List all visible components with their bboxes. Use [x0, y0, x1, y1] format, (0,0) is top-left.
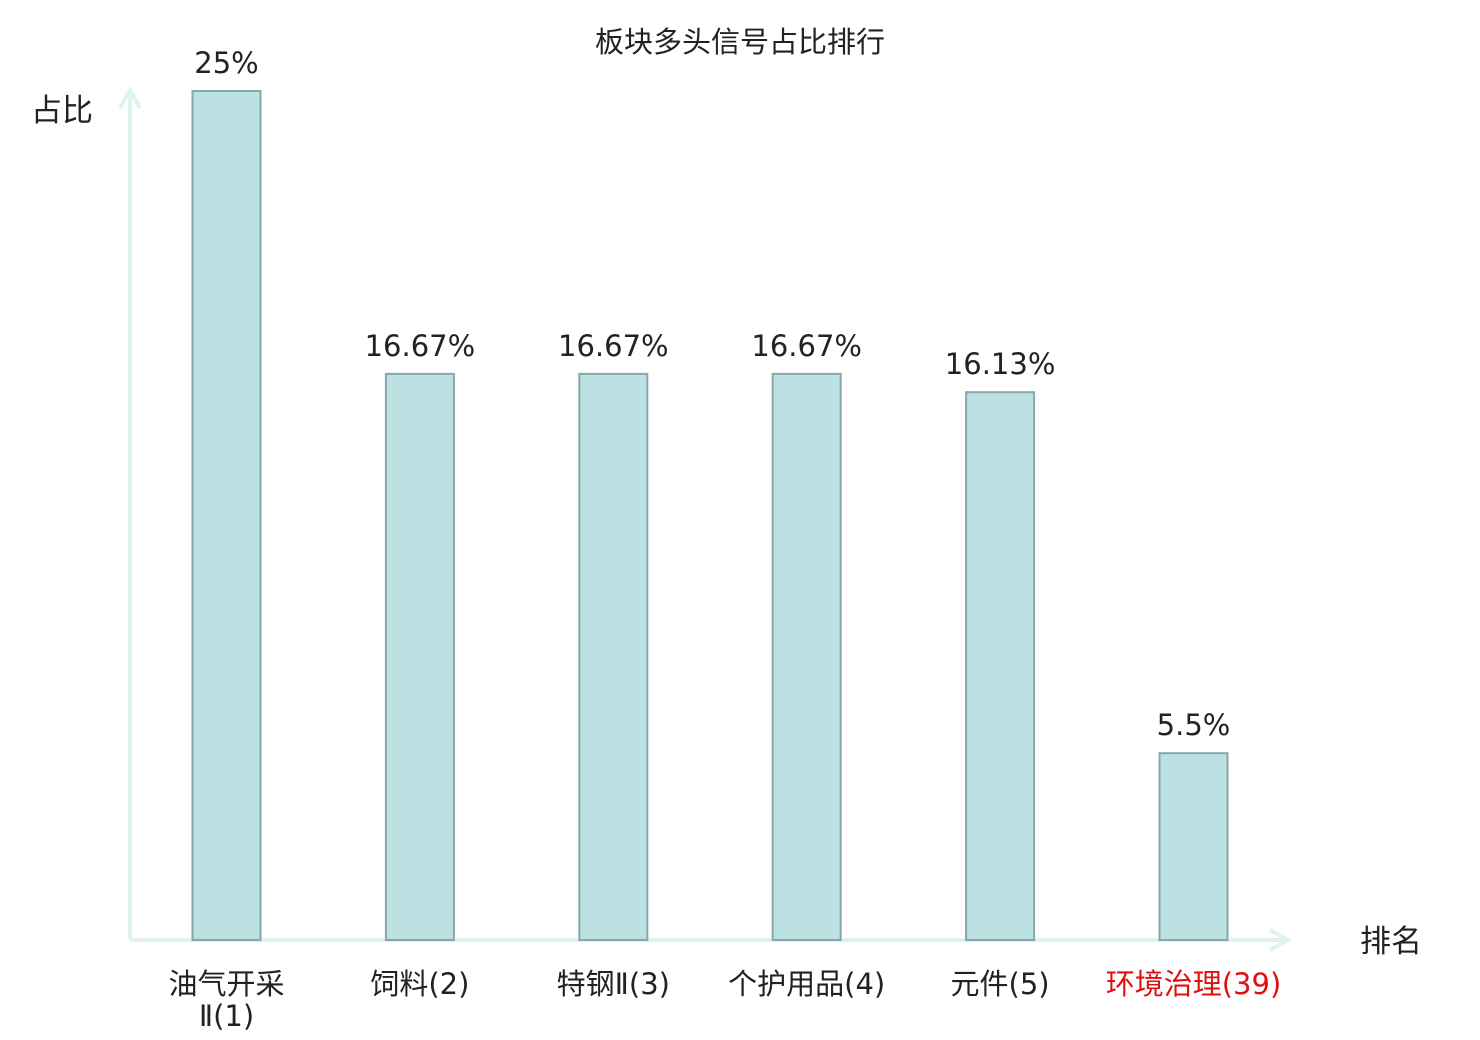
bar	[578, 372, 649, 942]
category-label: 特钢Ⅱ(3)	[557, 967, 670, 1001]
category-label: 油气开采	[168, 967, 284, 1001]
bar	[771, 372, 842, 942]
y-axis	[118, 85, 142, 940]
value-label: 16.13%	[945, 347, 1056, 381]
value-label: 16.67%	[558, 329, 669, 363]
value-label: 16.67%	[365, 329, 476, 363]
x-axis	[130, 928, 1293, 952]
category-label: 环境治理(39)	[1106, 967, 1282, 1001]
category-label: 个护用品(4)	[728, 967, 885, 1001]
y-axis-label: 占比	[31, 93, 93, 129]
bar	[384, 372, 455, 942]
bar	[1158, 752, 1229, 941]
category-label: Ⅱ(1)	[199, 999, 254, 1033]
value-label: 25%	[194, 46, 258, 80]
category-label: 元件(5)	[951, 967, 1050, 1001]
chart-title: 板块多头信号占比排行	[595, 25, 885, 59]
value-labels-group: 25% 16.67% 16.67% 16.67% 16.13% 5.5%	[194, 46, 1230, 742]
bar	[965, 391, 1036, 941]
value-label: 16.67%	[751, 329, 862, 363]
x-axis-label: 排名	[1360, 924, 1422, 960]
value-label: 5.5%	[1157, 708, 1231, 742]
bars-group	[191, 90, 1229, 942]
category-label: 饲料(2)	[370, 967, 469, 1001]
bar	[191, 90, 262, 941]
